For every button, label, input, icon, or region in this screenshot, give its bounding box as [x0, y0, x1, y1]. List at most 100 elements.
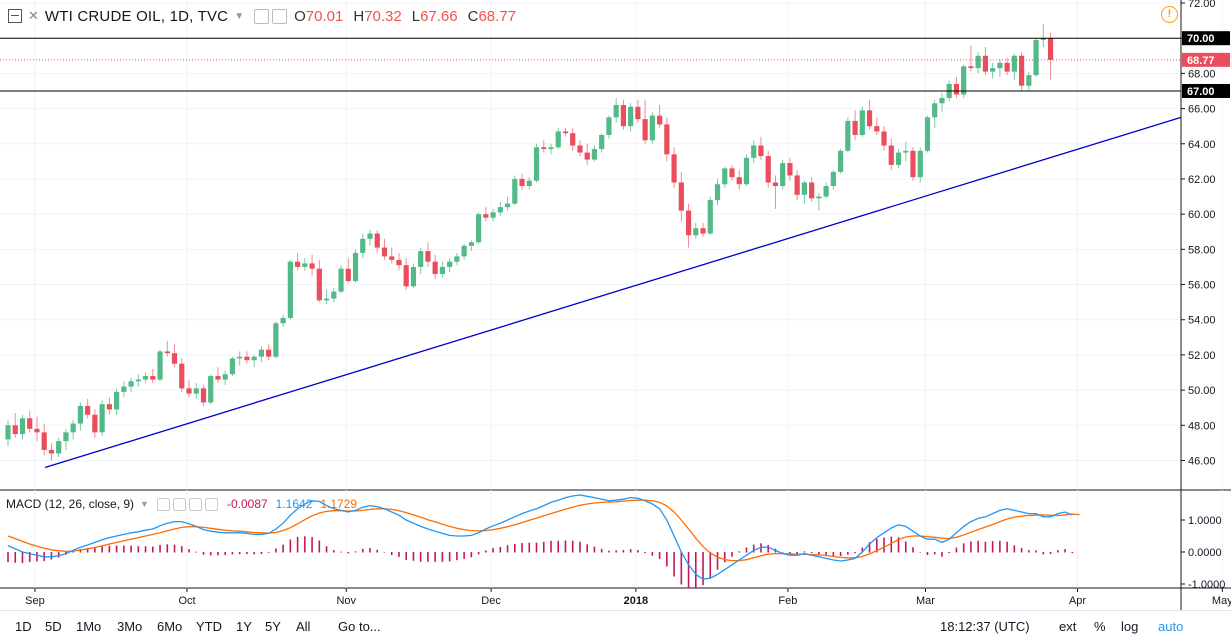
range-1mo[interactable]: 1Mo: [76, 619, 102, 634]
candle-up: [1026, 75, 1032, 86]
eye-icon[interactable]: [254, 8, 270, 24]
macd-line-value: 1.1642: [275, 497, 313, 511]
candle-up: [823, 186, 829, 197]
candle-up: [229, 358, 236, 375]
range-all[interactable]: All: [296, 619, 311, 634]
candle-up: [816, 196, 822, 199]
candle-up: [932, 103, 938, 118]
candle-down: [562, 131, 569, 134]
candle-down: [186, 388, 192, 394]
candle-down: [519, 178, 525, 186]
high-label: H: [353, 7, 365, 25]
utc-clock[interactable]: 18:12:37 (UTC): [940, 619, 1030, 634]
candle-up: [70, 423, 76, 433]
candle-up: [476, 214, 482, 243]
level-label-67[interactable]: 67.00: [1187, 86, 1215, 98]
chevron-down-icon[interactable]: ▼: [234, 10, 245, 22]
gear-icon[interactable]: [172, 497, 186, 511]
ext-toggle[interactable]: ext: [1059, 619, 1077, 634]
candle-down: [794, 175, 800, 195]
price-axis[interactable]: 72.00 70.00 68.00 66.00 64.00 62.00 60.00 58.00…: [1180, 0, 1230, 610]
open-value: 70.01: [305, 7, 344, 25]
candle-up: [490, 212, 496, 218]
month-label[interactable]: Sep: [25, 595, 45, 607]
goto-button[interactable]: Go to...: [338, 619, 381, 634]
add-icon[interactable]: [188, 497, 202, 511]
price-tick-label: 62.00: [1188, 174, 1216, 186]
close-icon[interactable]: [204, 497, 218, 511]
range-1d[interactable]: 1D: [15, 619, 32, 634]
candle-up: [1033, 39, 1039, 76]
month-label[interactable]: 2018: [624, 595, 648, 607]
month-label[interactable]: May: [1212, 595, 1231, 607]
candle-up: [649, 115, 655, 141]
candle-up: [142, 376, 149, 380]
candle-up: [280, 317, 286, 324]
gear-icon[interactable]: [272, 8, 288, 24]
candle-down: [765, 156, 771, 183]
low-label: L: [411, 7, 421, 25]
month-label[interactable]: Apr: [1069, 595, 1086, 607]
level-label-70[interactable]: 70.00: [1187, 33, 1215, 45]
candle-up: [801, 182, 807, 195]
last-price-label[interactable]: 68.77: [1187, 55, 1215, 67]
candle-down: [635, 106, 641, 120]
price-tick-label: 66.00: [1188, 104, 1216, 116]
macd-line: [7, 494, 1073, 580]
candle-up: [1040, 38, 1046, 40]
eye-icon[interactable]: [156, 497, 170, 511]
month-label[interactable]: Oct: [178, 595, 195, 607]
candle-down: [874, 126, 880, 132]
month-label[interactable]: Feb: [778, 595, 797, 607]
candle-down: [396, 259, 402, 266]
candle-down: [244, 356, 250, 361]
month-label[interactable]: Dec: [481, 595, 501, 607]
candle-down: [982, 55, 988, 72]
month-label[interactable]: Mar: [916, 595, 935, 607]
horizontal-lines[interactable]: [0, 37, 1181, 92]
range-3mo[interactable]: 3Mo: [117, 619, 143, 634]
candle-up: [19, 418, 26, 435]
candle-up: [5, 425, 11, 440]
high-value: 70.32: [364, 7, 402, 25]
candle-down: [403, 265, 409, 287]
candle-down: [678, 182, 684, 211]
candle-down: [12, 425, 18, 435]
candle-up: [599, 134, 605, 150]
chevron-down-icon[interactable]: ▼: [140, 499, 149, 509]
candles: [5, 24, 1054, 461]
candle-down: [809, 182, 815, 199]
support-trendline[interactable]: [44, 116, 1182, 469]
candle-up: [468, 242, 474, 246]
candle-up: [157, 351, 163, 380]
candle-up: [439, 266, 445, 274]
symbol-title[interactable]: WTI CRUDE OIL, 1D, TVC: [44, 7, 229, 25]
candle-up: [830, 171, 836, 186]
trendline[interactable]: [44, 116, 1182, 469]
candle-up: [961, 66, 967, 95]
range-6mo[interactable]: 6Mo: [157, 619, 183, 634]
price-tick-label: 52.00: [1188, 350, 1216, 362]
time-axis[interactable]: SepOctNovDec2018FebMarAprMayJun: [25, 588, 1231, 607]
candle-down: [700, 228, 706, 234]
range-1y[interactable]: 1Y: [236, 619, 252, 634]
alert-icon[interactable]: !: [1161, 6, 1178, 23]
collapse-icon[interactable]: [8, 9, 22, 23]
candle-up: [751, 145, 757, 158]
macd-title[interactable]: MACD (12, 26, close, 9): [6, 497, 135, 511]
auto-toggle[interactable]: auto: [1158, 619, 1184, 634]
percent-toggle[interactable]: %: [1094, 619, 1106, 634]
candle-up: [302, 263, 308, 267]
candle-up: [917, 150, 923, 178]
candle-up: [924, 117, 931, 151]
month-label[interactable]: Nov: [336, 595, 356, 607]
candle-up: [591, 149, 598, 160]
range-5d[interactable]: 5D: [45, 619, 62, 634]
log-toggle[interactable]: log: [1121, 619, 1139, 634]
range-5y[interactable]: 5Y: [265, 619, 281, 634]
candle-up: [352, 252, 359, 282]
candle-up: [1011, 55, 1017, 72]
range-ytd[interactable]: YTD: [196, 619, 222, 634]
